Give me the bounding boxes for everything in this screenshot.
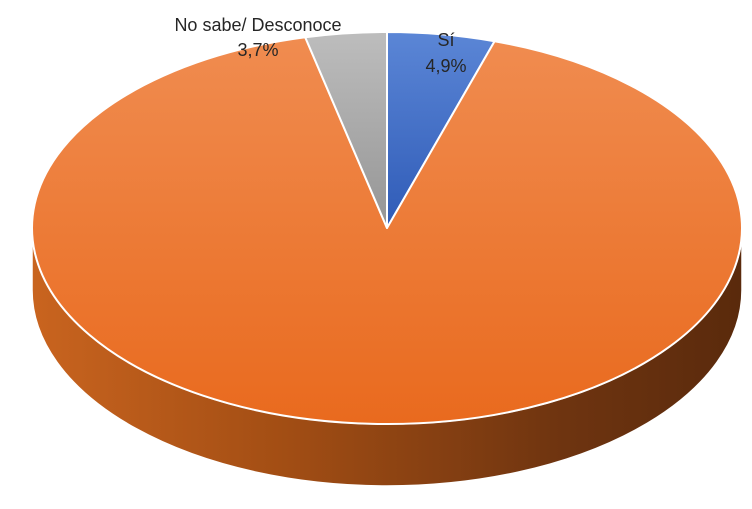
- pie-slice-no: [31, 36, 743, 425]
- data-label-si-value: 4,9%: [425, 56, 466, 76]
- pie-top-layer: [31, 31, 743, 425]
- pie-slice-no-sabe-desconoce: [304, 31, 388, 229]
- data-label-no-sabe-value: 3,7%: [237, 40, 278, 60]
- data-label-no-sabe-name: No sabe/ Desconoce: [174, 15, 341, 35]
- pie-label-layer: No sabe/ Desconoce 3,7% Sí 4,9%: [174, 15, 466, 76]
- data-label-si-name: Sí: [437, 30, 454, 50]
